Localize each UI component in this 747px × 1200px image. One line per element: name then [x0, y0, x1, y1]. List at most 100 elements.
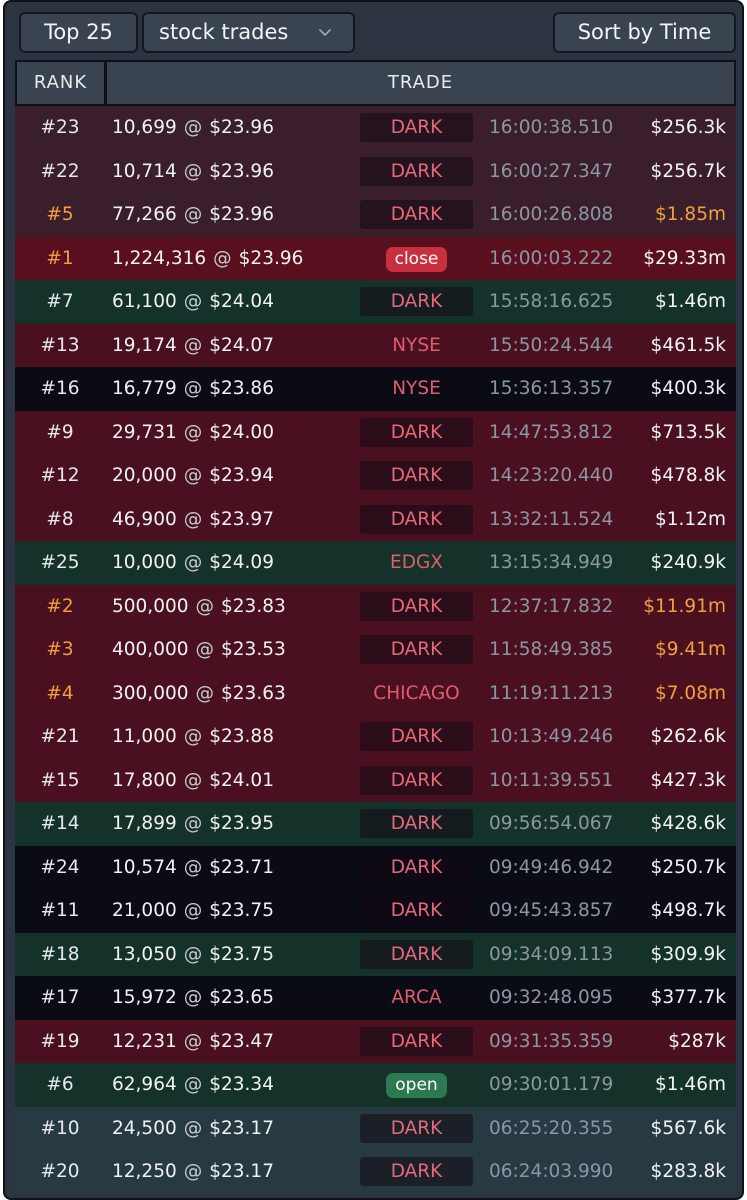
trade-size-price: 19,174 @ $24.07: [112, 324, 274, 368]
trade-row[interactable]: #21 11,000 @ $23.88 DARK 10:13:49.246 $262.6k: [15, 715, 736, 759]
trade-row[interactable]: #22 10,714 @ $23.96 DARK 16:00:27.347 $256.7k: [15, 149, 736, 194]
venue-tag: NYSE: [392, 378, 441, 399]
trade-row[interactable]: #15 17,800 @ $24.01 DARK 10:11:39.551 $427.3k: [15, 758, 736, 802]
trade-row[interactable]: #25 10,000 @ $24.09 EDGX 13:15:34.949 $240.9k: [15, 541, 736, 585]
trade-row[interactable]: #6 62,964 @ $23.34 open 09:30:01.179 $1.46m: [15, 1063, 736, 1107]
trade-value: $1.85m: [655, 204, 726, 225]
trade-rank: #15: [40, 769, 80, 791]
trade-rank: #7: [46, 291, 74, 312]
trade-size-price: 24,500 @ $23.17: [112, 1107, 274, 1151]
venue-tag: NYSE: [392, 334, 441, 356]
trade-row[interactable]: #14 17,899 @ $23.95 DARK 09:56:54.067 $428.6k: [15, 802, 736, 846]
trade-rank: #22: [40, 160, 80, 182]
trade-row[interactable]: #12 20,000 @ $23.94 DARK 14:23:20.440 $478.8k: [15, 454, 736, 498]
trade-size-price: 300,000 @ $23.63: [112, 672, 286, 716]
trade-time: 09:30:01.179: [489, 1074, 614, 1095]
toolbar: Top 25 stock trades Sort by Time: [5, 2, 742, 62]
venue-tag: DARK: [360, 809, 473, 838]
trade-size: 24,500: [112, 1117, 177, 1139]
trade-row[interactable]: #23 10,699 @ $23.96 DARK 16:00:38.510 $256.3k: [15, 106, 736, 150]
trade-type-select[interactable]: stock trades: [142, 12, 355, 53]
trade-row[interactable]: #9 29,731 @ $24.00 DARK 14:47:53.812 $713.5k: [15, 410, 736, 454]
trade-value: $567.6k: [650, 1117, 726, 1139]
trade-rank: #18: [40, 943, 80, 965]
trade-venue: DARK: [360, 1020, 473, 1064]
trade-row[interactable]: #3 400,000 @ $23.53 DARK 11:58:49.385 $9.41m: [15, 628, 736, 672]
at-symbol: @: [213, 247, 232, 269]
trade-row[interactable]: #19 12,231 @ $23.47 DARK 09:31:35.359 $287k: [15, 1019, 736, 1064]
trade-venue: DARK: [360, 889, 473, 933]
trade-time: 06:24:03.990: [489, 1161, 614, 1182]
trade-row[interactable]: #18 13,050 @ $23.75 DARK 09:34:09.113 $309.9k: [15, 932, 736, 976]
rank-column-header[interactable]: RANK: [17, 62, 107, 104]
trade-size-price: 10,714 @ $23.96: [112, 150, 274, 194]
trade-rank: #24: [40, 856, 80, 878]
at-symbol: @: [183, 117, 203, 138]
trade-venue: DARK: [360, 150, 473, 194]
trade-column-header[interactable]: TRADE: [387, 72, 454, 93]
at-symbol: @: [183, 1030, 203, 1052]
at-symbol: @: [195, 595, 215, 617]
trade-row[interactable]: #13 19,174 @ $24.07 NYSE 15:50:24.544 $461.5k: [15, 323, 736, 368]
trade-size: 20,000: [112, 465, 177, 486]
at-symbol: @: [183, 943, 203, 965]
trade-venue: DARK: [360, 193, 473, 237]
trade-price: $24.01: [209, 769, 274, 791]
trade-time: 13:15:34.949: [489, 552, 614, 573]
trade-time: 15:36:13.357: [489, 378, 614, 399]
trade-time: 10:13:49.246: [489, 726, 614, 747]
trade-row[interactable]: #4 300,000 @ $23.63 CHICAGO 11:19:11.213 $7.08…: [15, 671, 736, 716]
venue-tag: DARK: [360, 417, 473, 447]
trade-value: $1.12m: [655, 508, 726, 530]
venue-tag: DARK: [360, 1026, 473, 1056]
venue-tag: DARK: [360, 461, 473, 490]
trade-time: 11:19:11.213: [489, 682, 614, 704]
trade-price: $23.83: [221, 595, 286, 617]
trade-row[interactable]: #1 1,224,316 @ $23.96 close 16:00:03.222 $29.3…: [15, 236, 736, 280]
trade-rank: #9: [46, 421, 74, 443]
trade-size: 29,731: [112, 421, 177, 443]
trade-row[interactable]: #10 24,500 @ $23.17 DARK 06:25:20.355 $567.6k: [15, 1106, 736, 1151]
trade-row[interactable]: #16 16,779 @ $23.86 NYSE 15:36:13.357 $400.3k: [15, 367, 736, 411]
trade-value: $461.5k: [650, 334, 726, 356]
trade-price: $23.65: [209, 987, 274, 1008]
trade-value: $478.8k: [650, 465, 726, 486]
trade-size: 12,231: [112, 1030, 177, 1052]
at-symbol: @: [183, 291, 203, 312]
trade-row[interactable]: #20 12,250 @ $23.17 DARK 06:24:03.990 $283.8k: [15, 1150, 736, 1194]
at-symbol: @: [183, 987, 203, 1008]
venue-tag: DARK: [360, 504, 473, 534]
trade-value: $11.91m: [643, 595, 726, 617]
trade-rank: #21: [40, 726, 80, 747]
trade-rank: #12: [40, 465, 80, 486]
trade-price: $24.00: [209, 421, 274, 443]
trade-row[interactable]: #11 21,000 @ $23.75 DARK 09:45:43.857 $498.7k: [15, 889, 736, 933]
trade-venue: DARK: [360, 454, 473, 498]
trade-row[interactable]: #7 61,100 @ $24.04 DARK 15:58:16.625 $1.46m: [15, 280, 736, 324]
trade-row[interactable]: #17 15,972 @ $23.65 ARCA 09:32:48.095 $377.7k: [15, 976, 736, 1020]
trade-price: $23.96: [209, 160, 274, 182]
trade-time: 11:58:49.385: [489, 639, 614, 660]
table-header: RANK TRADE: [15, 60, 736, 106]
trade-time: 12:37:17.832: [489, 595, 614, 617]
trade-time: 09:49:46.942: [489, 856, 614, 878]
sort-by-time-button[interactable]: Sort by Time: [553, 12, 736, 53]
trade-price: $23.63: [221, 682, 286, 704]
trade-time: 15:50:24.544: [489, 334, 614, 356]
trade-value: $1.46m: [655, 1074, 726, 1095]
venue-tag: DARK: [360, 1157, 473, 1186]
trade-row[interactable]: #2 500,000 @ $23.83 DARK 12:37:17.832 $11.91m: [15, 584, 736, 628]
venue-tag: DARK: [360, 765, 473, 795]
venue-tag: DARK: [360, 200, 473, 229]
trade-row[interactable]: #8 46,900 @ $23.97 DARK 13:32:11.524 $1.12m: [15, 497, 736, 542]
trade-row[interactable]: #24 10,574 @ $23.71 DARK 09:49:46.942 $250.7k: [15, 845, 736, 889]
trade-row[interactable]: #5 77,266 @ $23.96 DARK 16:00:26.808 $1.85m: [15, 193, 736, 237]
trade-size-price: 400,000 @ $23.53: [112, 628, 286, 672]
trade-size: 300,000: [112, 682, 189, 704]
top-count-button[interactable]: Top 25: [19, 12, 138, 53]
trade-value: $262.6k: [650, 726, 726, 747]
trade-size-price: 46,900 @ $23.97: [112, 498, 274, 542]
at-symbol: @: [183, 1117, 203, 1139]
at-symbol: @: [183, 334, 203, 356]
trade-venue: NYSE: [360, 367, 473, 411]
